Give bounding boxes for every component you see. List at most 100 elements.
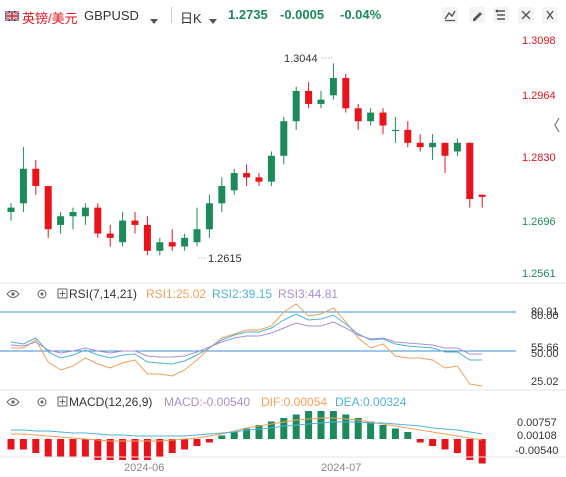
eye-icon[interactable] (6, 398, 20, 406)
macd-bar (143, 439, 151, 460)
candle-body (193, 229, 201, 243)
rsi-tick: 25.02 (531, 376, 559, 388)
y-axis-price: 1.3098 1.2964 1.2830 1.2696 1.2561 (522, 35, 556, 280)
macd-tick: 0.00108 (517, 430, 557, 442)
candle[interactable] (131, 211, 139, 234)
candle-body (354, 108, 362, 122)
macd-bar (94, 439, 102, 460)
candle[interactable] (181, 233, 189, 251)
candle[interactable] (218, 177, 226, 212)
candle-body (69, 211, 77, 217)
candle-body (218, 186, 226, 204)
macd-bar (305, 411, 313, 439)
candle[interactable] (44, 186, 52, 238)
candle-body (7, 207, 15, 212)
candle[interactable] (193, 207, 201, 247)
candle[interactable] (478, 194, 486, 208)
candle-body (280, 121, 288, 156)
candle-body (94, 207, 102, 234)
indicator-icon[interactable] (440, 5, 460, 25)
macd-bar (218, 435, 226, 439)
period-chevron-down-icon[interactable] (209, 12, 217, 30)
candle[interactable] (57, 211, 65, 234)
candle[interactable] (292, 86, 300, 130)
pair-name[interactable]: 英镑/美元 (22, 11, 78, 26)
macd-bar (367, 421, 375, 439)
macd-bar (416, 439, 424, 443)
candle[interactable] (106, 224, 114, 247)
rsi1-value: RSI1:25.02 (146, 287, 206, 301)
candle-body (317, 99, 325, 104)
candle[interactable] (429, 134, 437, 161)
macd-bar (181, 439, 189, 450)
rsi3-line (10, 321, 483, 358)
candle[interactable] (317, 90, 325, 109)
candle[interactable] (305, 82, 313, 109)
candle[interactable] (119, 211, 127, 247)
eye-icon[interactable] (6, 290, 20, 298)
macd-bar (156, 439, 164, 457)
collapse-icon[interactable] (554, 117, 560, 133)
candle[interactable] (367, 108, 375, 126)
candle[interactable] (453, 138, 461, 156)
candle[interactable] (205, 194, 213, 238)
settings-icon[interactable] (540, 5, 560, 25)
macd-bar (168, 439, 176, 453)
candle[interactable] (81, 203, 89, 225)
candle[interactable] (404, 121, 412, 148)
rsi2-line (10, 313, 483, 365)
candle[interactable] (230, 168, 238, 195)
candle[interactable] (391, 116, 399, 143)
candle[interactable] (379, 108, 387, 135)
candle[interactable] (267, 151, 275, 187)
fullscreen-icon[interactable] (516, 5, 536, 25)
rsi-title: RSI(7,14,21) (69, 287, 137, 301)
candle[interactable] (280, 116, 288, 165)
candle[interactable] (342, 73, 350, 113)
compare-icon[interactable] (491, 5, 511, 25)
candle-body (255, 177, 263, 182)
candle[interactable] (69, 207, 77, 230)
candle[interactable] (255, 173, 263, 187)
y-axis-rsi: 80.00 80.91 55.66 50.00 25.02 (531, 306, 559, 388)
candle[interactable] (156, 237, 164, 256)
candle[interactable] (32, 160, 40, 195)
settings-small-icon[interactable] (37, 397, 47, 407)
rsi3-value: RSI3:44.81 (278, 287, 338, 301)
candle[interactable] (466, 142, 474, 208)
candle[interactable] (143, 216, 151, 256)
draw-tool-icon[interactable] (467, 5, 487, 25)
symbol-code[interactable]: GBPUSD (84, 8, 139, 23)
candle-body (416, 142, 424, 148)
low-label: 1.2615 (208, 253, 242, 265)
candle[interactable] (7, 203, 15, 221)
candle[interactable] (94, 203, 102, 238)
candle[interactable] (354, 103, 362, 130)
settings-small-icon[interactable] (37, 289, 47, 299)
rsi-tick: 80.00 (531, 310, 559, 322)
price-tick: 1.2964 (522, 90, 556, 102)
expand-icon[interactable] (57, 396, 68, 407)
candle[interactable] (329, 63, 337, 100)
candle[interactable] (19, 147, 27, 212)
macd-bar (81, 439, 89, 457)
chevron-down-icon[interactable] (150, 12, 158, 30)
high-marker: 1.3044 (284, 53, 332, 65)
chart-area[interactable]: 1.3098 1.2964 1.2830 1.2696 1.2561 1.304… (0, 30, 566, 477)
expand-icon[interactable] (57, 288, 68, 299)
candle-body (143, 224, 151, 251)
candle-body (466, 142, 474, 199)
period-selector[interactable]: 日K (180, 11, 202, 26)
candle[interactable] (243, 164, 251, 187)
candle-body (243, 173, 251, 178)
price-tick: 1.2561 (522, 268, 556, 280)
candle[interactable] (168, 229, 176, 251)
candle-body (230, 173, 238, 191)
price-panel: 1.3098 1.2964 1.2830 1.2696 1.2561 1.304… (7, 35, 556, 280)
macd-bar (7, 439, 15, 450)
macd-bar (205, 439, 213, 443)
dea-line (11, 421, 483, 437)
candle[interactable] (441, 142, 449, 174)
macd-bar (267, 421, 275, 439)
candle[interactable] (416, 134, 424, 152)
